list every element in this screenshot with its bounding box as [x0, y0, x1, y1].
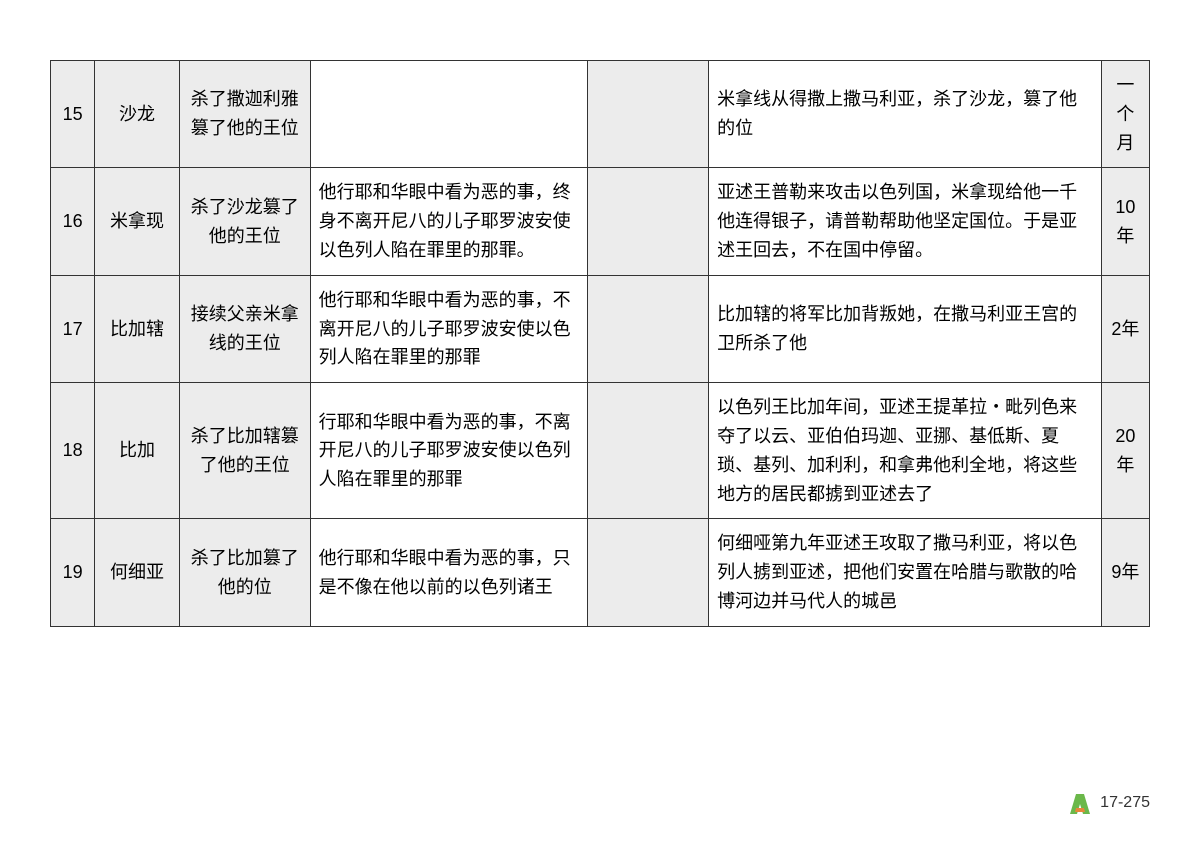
cell-blank	[588, 61, 709, 168]
cell-deeds: 他行耶和华眼中看为恶的事，终身不离开尼八的儿子耶罗波安使以色列人陷在罪里的那罪。	[310, 168, 588, 275]
cell-years: 9年	[1101, 519, 1149, 626]
cell-name: 沙龙	[95, 61, 180, 168]
cell-deeds: 行耶和华眼中看为恶的事，不离开尼八的儿子耶罗波安使以色列人陷在罪里的那罪	[310, 383, 588, 519]
cell-events: 何细哑第九年亚述王攻取了撒马利亚，将以色列人掳到亚述，把他们安置在哈腊与歌散的哈…	[709, 519, 1102, 626]
cell-num: 17	[51, 275, 95, 382]
cell-rise: 接续父亲米拿线的王位	[179, 275, 310, 382]
table-row: 16 米拿现 杀了沙龙篡了他的王位 他行耶和华眼中看为恶的事，终身不离开尼八的儿…	[51, 168, 1150, 275]
cell-name: 比加辖	[95, 275, 180, 382]
cell-years: 一个月	[1101, 61, 1149, 168]
table-body: 15 沙龙 杀了撒迦利雅篡了他的王位 米拿线从得撒上撒马利亚，杀了沙龙，篡了他的…	[51, 61, 1150, 627]
cell-rise: 杀了撒迦利雅篡了他的王位	[179, 61, 310, 168]
cell-blank	[588, 275, 709, 382]
cell-deeds: 他行耶和华眼中看为恶的事，不离开尼八的儿子耶罗波安使以色列人陷在罪里的那罪	[310, 275, 588, 382]
cell-deeds: 他行耶和华眼中看为恶的事，只是不像在他以前的以色列诸王	[310, 519, 588, 626]
cell-events: 比加辖的将军比加背叛她，在撒马利亚王宫的卫所杀了他	[709, 275, 1102, 382]
cell-years: 2年	[1101, 275, 1149, 382]
cell-deeds	[310, 61, 588, 168]
cell-years: 20年	[1101, 383, 1149, 519]
cell-blank	[588, 383, 709, 519]
cell-num: 19	[51, 519, 95, 626]
page-number: 17-275	[1100, 794, 1150, 812]
cell-rise: 杀了比加辖篡了他的王位	[179, 383, 310, 519]
logo-icon	[1066, 790, 1094, 816]
table-row: 15 沙龙 杀了撒迦利雅篡了他的王位 米拿线从得撒上撒马利亚，杀了沙龙，篡了他的…	[51, 61, 1150, 168]
table-row: 17 比加辖 接续父亲米拿线的王位 他行耶和华眼中看为恶的事，不离开尼八的儿子耶…	[51, 275, 1150, 382]
cell-num: 16	[51, 168, 95, 275]
cell-name: 比加	[95, 383, 180, 519]
cell-name: 何细亚	[95, 519, 180, 626]
cell-events: 以色列王比加年间，亚述王提革拉‧毗列色来夺了以云、亚伯伯玛迦、亚挪、基低斯、夏琐…	[709, 383, 1102, 519]
page-footer: 17-275	[1066, 790, 1150, 816]
cell-rise: 杀了沙龙篡了他的王位	[179, 168, 310, 275]
cell-years: 10年	[1101, 168, 1149, 275]
cell-rise: 杀了比加篡了他的位	[179, 519, 310, 626]
kings-table: 15 沙龙 杀了撒迦利雅篡了他的王位 米拿线从得撒上撒马利亚，杀了沙龙，篡了他的…	[50, 60, 1150, 627]
table-row: 18 比加 杀了比加辖篡了他的王位 行耶和华眼中看为恶的事，不离开尼八的儿子耶罗…	[51, 383, 1150, 519]
cell-events: 亚述王普勒来攻击以色列国，米拿现给他一千他连得银子，请普勒帮助他坚定国位。于是亚…	[709, 168, 1102, 275]
table-row: 19 何细亚 杀了比加篡了他的位 他行耶和华眼中看为恶的事，只是不像在他以前的以…	[51, 519, 1150, 626]
cell-num: 15	[51, 61, 95, 168]
cell-blank	[588, 519, 709, 626]
cell-num: 18	[51, 383, 95, 519]
cell-name: 米拿现	[95, 168, 180, 275]
cell-blank	[588, 168, 709, 275]
cell-events: 米拿线从得撒上撒马利亚，杀了沙龙，篡了他的位	[709, 61, 1102, 168]
